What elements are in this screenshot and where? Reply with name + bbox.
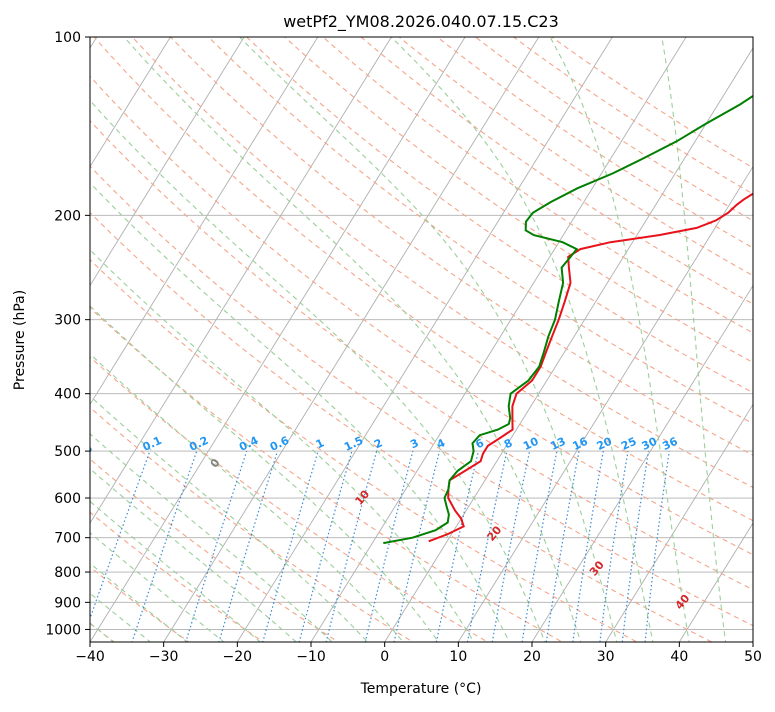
y-tick-label: 700 — [54, 531, 81, 547]
y-tick-label: 800 — [54, 565, 81, 581]
y-tick-label: 500 — [54, 444, 81, 460]
y-tick-label: 900 — [54, 595, 81, 611]
x-tick-label: 10 — [449, 649, 467, 665]
chart-title: wetPf2_YM08.2026.040.07.15.C23 — [283, 12, 559, 32]
y-tick-label: 200 — [54, 208, 81, 224]
y-tick-label: 400 — [54, 387, 81, 403]
y-tick-label: 600 — [54, 491, 81, 507]
x-tick-label: −40 — [75, 649, 105, 665]
y-tick-label: 100 — [54, 30, 81, 46]
x-tick-label: −30 — [149, 649, 179, 665]
y-axis-label: Pressure (hPa) — [12, 290, 28, 390]
y-tick-label: 1000 — [45, 622, 81, 638]
x-tick-label: −10 — [296, 649, 326, 665]
x-tick-label: 30 — [597, 649, 615, 665]
x-tick-label: −20 — [223, 649, 253, 665]
x-tick-label: 0 — [380, 649, 389, 665]
x-tick-label: 20 — [523, 649, 541, 665]
x-tick-label: 50 — [744, 649, 762, 665]
x-axis-label: Temperature (°C) — [360, 681, 482, 697]
x-tick-label: 40 — [670, 649, 688, 665]
y-tick-label: 300 — [54, 313, 81, 329]
